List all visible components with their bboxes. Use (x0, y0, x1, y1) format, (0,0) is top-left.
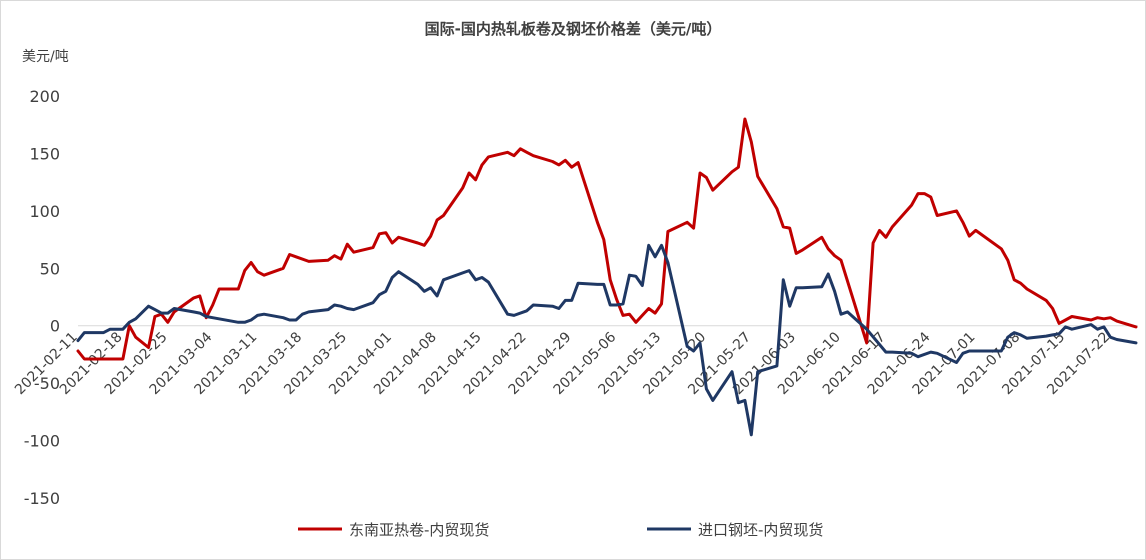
y-tick-label: 150 (29, 144, 60, 163)
series-line-1 (76, 117, 1138, 361)
y-axis-unit-label: 美元/吨 (22, 49, 69, 65)
y-tick-label: 50 (40, 259, 60, 278)
x-axis-ticks: 2021-02-112021-02-182021-02-252021-03-04… (12, 329, 1113, 398)
series-line-2 (76, 243, 1138, 437)
y-tick-label: 0 (50, 317, 60, 336)
y-tick-label: -100 (24, 432, 60, 451)
y-axis-ticks: -150 -100 -50 0 50 100 150 200 (24, 87, 60, 508)
legend-label-1: 东南亚热卷-内贸现货 (349, 521, 489, 539)
y-tick-label: 200 (29, 87, 60, 106)
chart-title: 国际-国内热轧板卷及钢坯价格差（美元/吨） (424, 20, 722, 38)
y-tick-label: 100 (29, 202, 60, 221)
y-tick-label: -50 (34, 374, 60, 393)
y-tick-label: -150 (24, 489, 60, 508)
series-lines (76, 117, 1138, 437)
legend-label-2: 进口钢坯-内贸现货 (698, 521, 823, 539)
legend: 东南亚热卷-内贸现货 进口钢坯-内贸现货 (298, 521, 823, 539)
